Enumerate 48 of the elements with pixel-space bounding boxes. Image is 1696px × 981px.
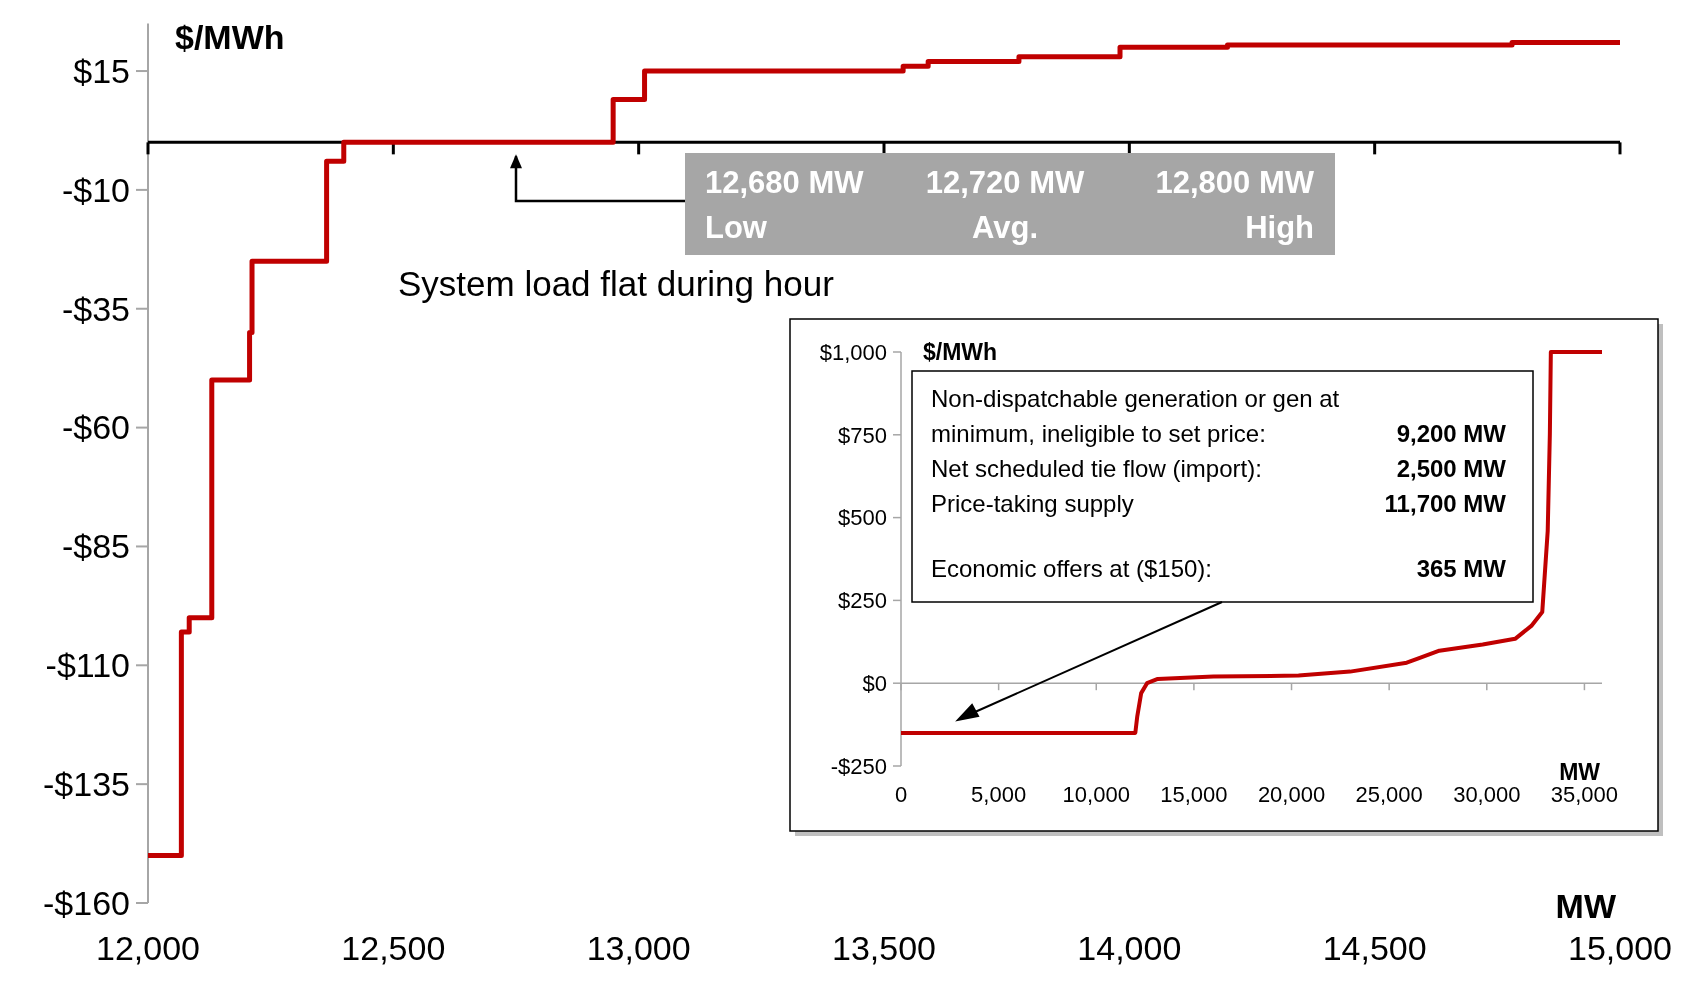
x-tick-label: 5,000 <box>971 782 1027 807</box>
y-tick-label: -$160 <box>43 883 130 922</box>
x-tick-label: 12,500 <box>341 929 446 967</box>
y-tick-label: $0 <box>862 670 887 696</box>
x-tick-label: 14,500 <box>1322 929 1427 967</box>
annotation: 9,200 MW <box>1396 420 1507 447</box>
y-tick-label: -$85 <box>61 527 130 566</box>
x-tick-label: 15,000 <box>1160 782 1228 807</box>
x-tick-label: 13,000 <box>586 929 691 967</box>
annotation: Non-dispatchable generation or gen at minimum, ineligible to set price: <box>931 385 1340 447</box>
annotation: Price-taking supply <box>931 490 1134 517</box>
y-axis-title: $/MWh <box>175 18 285 57</box>
annotation: System load flat during hour <box>398 264 835 303</box>
annotation: 365 MW <box>1416 554 1507 582</box>
y-tick-label: $750 <box>838 422 887 448</box>
y-tick-label: $15 <box>73 51 130 90</box>
annotation: Economic offers at ($150): <box>931 554 1213 582</box>
annotation: High <box>1245 210 1314 245</box>
x-tick-label: 25,000 <box>1355 782 1423 807</box>
x-tick-label: 14,000 <box>1077 929 1182 967</box>
annotation: Low <box>705 210 768 245</box>
y-tick-label: -$35 <box>61 289 130 328</box>
x-axis-title: MW <box>1555 887 1617 925</box>
y-tick-label: -$135 <box>43 765 130 804</box>
annotation: 12,680 MW <box>705 165 865 200</box>
annotation: 12,720 MW <box>925 165 1085 200</box>
y-tick-label: -$60 <box>61 408 130 447</box>
annotation: Net scheduled tie flow (import): <box>931 455 1262 482</box>
annotation: 2,500 MW <box>1396 455 1507 482</box>
annotation: Avg. <box>971 210 1039 245</box>
x-axis-title: MW <box>1559 759 1601 785</box>
x-tick-label: 0 <box>894 782 908 807</box>
x-tick-label: 35,000 <box>1550 782 1619 807</box>
y-axis-title: $/MWh <box>923 339 998 366</box>
y-tick-label: -$10 <box>61 170 130 209</box>
x-tick-label: 20,000 <box>1257 782 1326 807</box>
x-tick-label: 10,000 <box>1062 782 1130 807</box>
x-tick-label: 13,500 <box>832 929 936 967</box>
y-tick-label: $250 <box>838 588 887 614</box>
y-tick-label: -$250 <box>830 753 887 779</box>
y-tick-label: $500 <box>838 505 887 531</box>
x-tick-label: 30,000 <box>1453 782 1521 807</box>
x-tick-label: 15,000 <box>1568 929 1672 967</box>
annotation: 12,800 MW <box>1155 165 1315 200</box>
x-tick-label: 12,000 <box>96 929 200 967</box>
annotation: 11,700 MW <box>1384 490 1507 517</box>
y-tick-label: -$110 <box>45 646 130 685</box>
y-tick-label: $1,000 <box>819 339 887 365</box>
